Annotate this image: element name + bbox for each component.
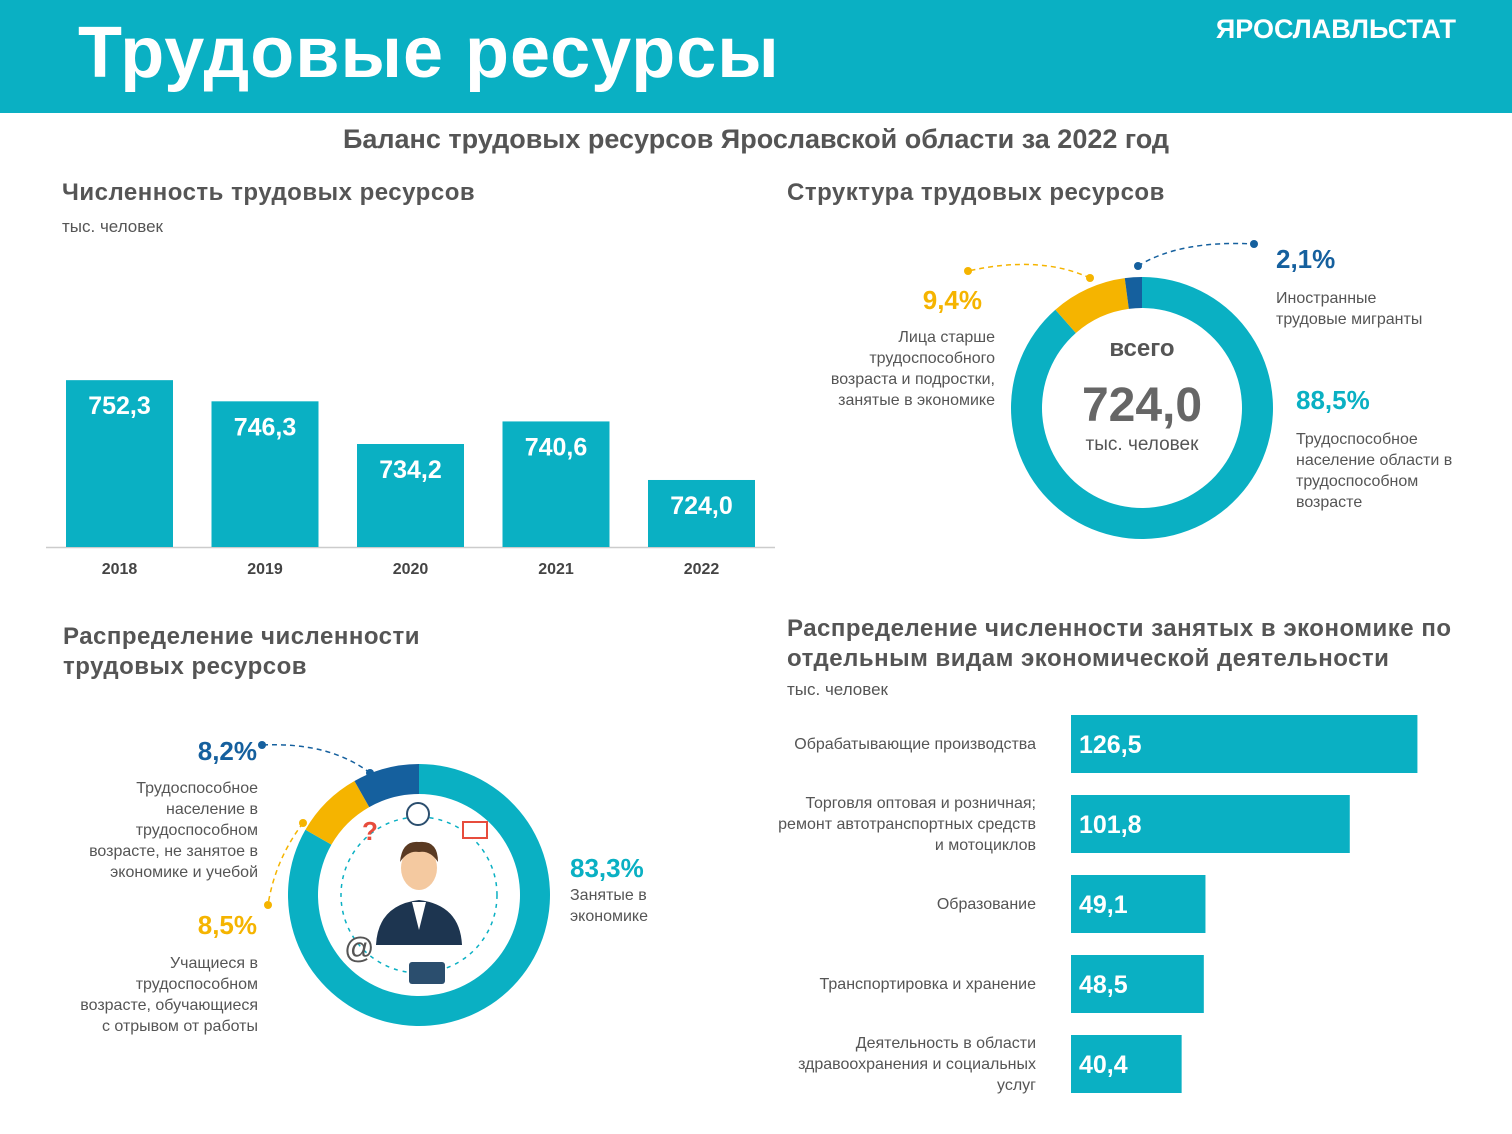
category-label: Образование (936, 895, 1036, 913)
category-label: Деятельность в области здравоохранения и… (798, 1034, 1036, 1094)
icon-head (401, 846, 437, 890)
segment-label: Занятые в экономике (570, 887, 648, 925)
icon-at: @ (344, 932, 374, 965)
x-tick-label: 2019 (247, 561, 283, 578)
icon-hair (400, 841, 438, 862)
icon-keyboard (409, 962, 445, 984)
value-label: 734,2 (379, 456, 442, 484)
bar (648, 479, 755, 547)
value-label: 40,4 (1079, 1051, 1128, 1079)
donut-segment (354, 764, 419, 808)
leader-dot (1134, 262, 1142, 270)
leader-dot (264, 901, 272, 909)
segment-label: Трудоспособное население в трудоспособно… (89, 780, 258, 881)
percent-label: 9,4% (922, 285, 982, 315)
header-band (0, 0, 1512, 113)
value-label: 746,3 (234, 413, 297, 441)
leader-dot (1250, 240, 1258, 248)
x-tick-label: 2022 (684, 561, 720, 578)
chart-title: Численность трудовых ресурсов (62, 179, 476, 206)
leader-dot (1086, 274, 1094, 282)
leader-line (1137, 242, 1255, 267)
subtitle: Баланс трудовых ресурсов Ярославской обл… (342, 124, 1170, 154)
category-label: Торговля оптовая и розничная; ремонт авт… (778, 794, 1036, 854)
brand: ЯРОСЛАВЛЬСТАТ (1215, 14, 1456, 44)
bar (502, 421, 610, 547)
donut-segment (1055, 278, 1129, 333)
category-label: Транспортировка и хранение (819, 975, 1036, 993)
segment-label: Трудоспособное население области в трудо… (1296, 431, 1453, 511)
value-label: 48,5 (1079, 971, 1128, 999)
leader-dot (299, 819, 307, 827)
center-label: всего (1109, 335, 1174, 362)
donut-segment (305, 781, 370, 845)
bar (211, 401, 319, 547)
leader-dot (258, 741, 266, 749)
value-label: 740,6 (525, 433, 588, 461)
chart-title: Распределение численности трудовых ресур… (63, 623, 421, 680)
unit: тыс. человек (787, 680, 888, 699)
bar (1071, 955, 1204, 1013)
value-label: 101,8 (1079, 811, 1142, 839)
icon-ring (340, 816, 498, 974)
percent-label: 2,1% (1276, 244, 1336, 274)
segment-label: Иностранные трудовые мигранты (1276, 290, 1423, 328)
leader-line (261, 743, 371, 774)
page-title: Трудовые ресурсы (78, 13, 780, 93)
bar (1071, 875, 1206, 933)
person-icon: ? @ (340, 802, 498, 984)
percent-label: 83,3% (570, 853, 644, 883)
icon-clock (406, 802, 430, 826)
leader-line (267, 822, 304, 906)
unit: тыс. человек (62, 217, 163, 236)
segment-label: Учащиеся в трудоспособном возрасте, обуч… (80, 955, 258, 1035)
value-label: 49,1 (1079, 891, 1128, 919)
icon-mail (462, 821, 488, 839)
bar (1071, 1035, 1182, 1093)
bar (357, 444, 464, 547)
percent-label: 8,2% (197, 736, 257, 766)
center-unit: тыс. человек (1086, 434, 1200, 455)
x-tick-label: 2020 (393, 561, 429, 578)
chart-title: Структура трудовых ресурсов (787, 179, 1165, 206)
value-label: 724,0 (670, 492, 733, 520)
center-value: 724,0 (1082, 379, 1202, 432)
x-tick-label: 2018 (102, 561, 138, 578)
donut-segment (1124, 277, 1142, 309)
bar (66, 380, 173, 547)
bar (1071, 795, 1350, 853)
leaders (261, 242, 1255, 906)
segment-label: Лица старше трудоспособного возраста и п… (830, 329, 995, 409)
value-label: 752,3 (88, 392, 151, 420)
x-tick-label: 2021 (538, 561, 574, 578)
percent-label: 8,5% (197, 910, 257, 940)
bar (1071, 715, 1418, 773)
icon-shirt (412, 902, 426, 930)
leader-line (967, 263, 1091, 279)
chart-title: Распределение численности занятых в экон… (787, 615, 1452, 672)
icon-question: ? (362, 816, 378, 846)
value-label: 126,5 (1079, 731, 1142, 759)
percent-label: 88,5% (1296, 385, 1370, 415)
leader-dot (964, 267, 972, 275)
category-label: Обрабатывающие производства (794, 735, 1036, 753)
